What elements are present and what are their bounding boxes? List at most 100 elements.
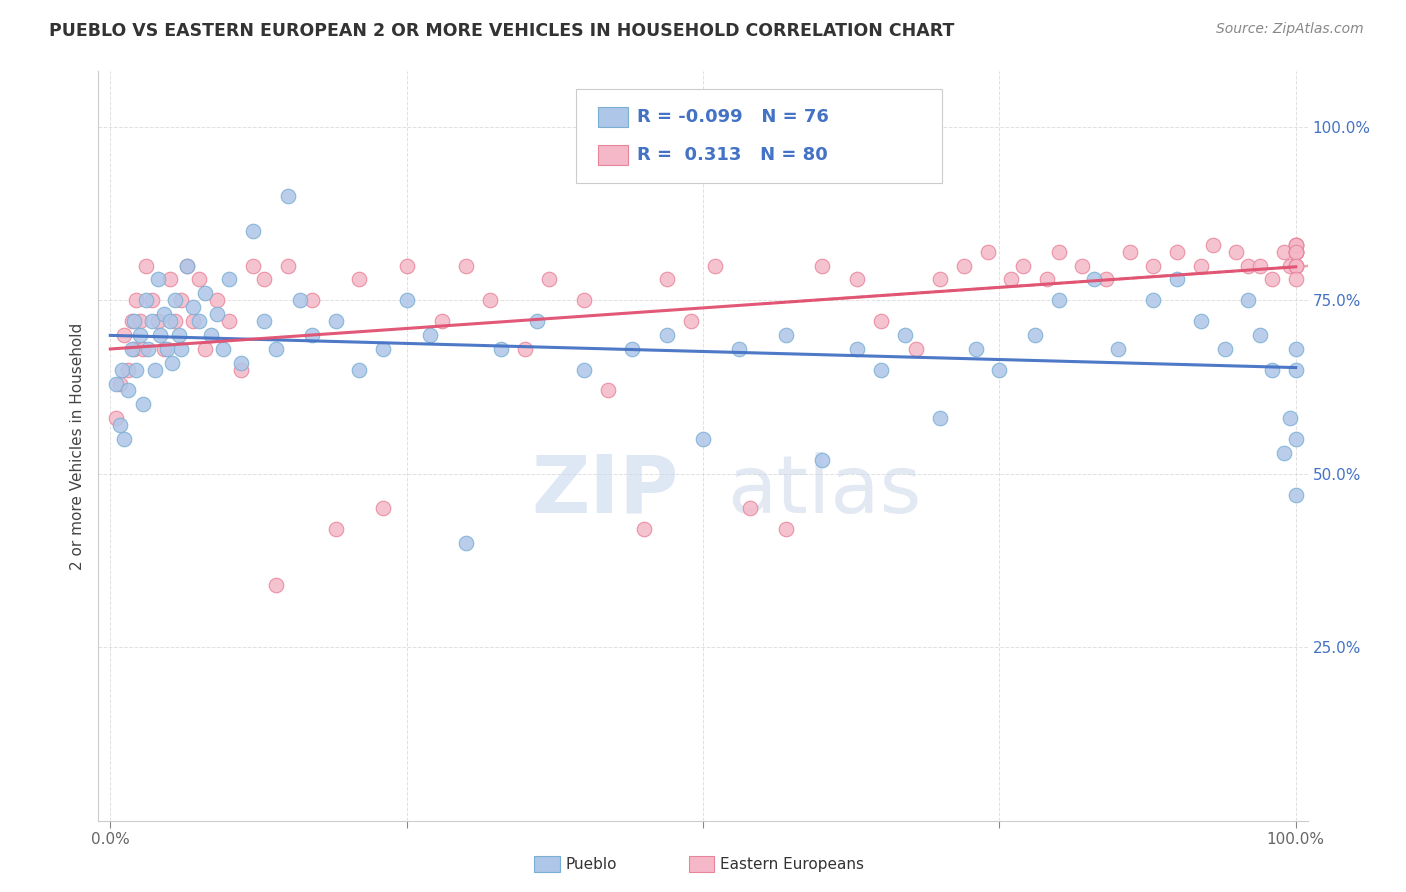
Point (965, 342, 987, 356)
Point (218, 272, 240, 286)
Point (740, 501, 762, 516)
Point (229, 362, 252, 376)
Point (205, 307, 228, 321)
Point (105, 411, 128, 425)
Point (1142, 293, 1164, 308)
Point (242, 259, 264, 273)
Point (432, 314, 454, 328)
Point (681, 314, 703, 328)
Point (253, 314, 276, 328)
Point (395, 259, 418, 273)
Point (141, 314, 163, 328)
Point (132, 342, 155, 356)
Point (1285, 237, 1308, 252)
Point (136, 342, 159, 356)
Point (371, 501, 394, 516)
Point (135, 293, 157, 308)
Point (1285, 342, 1308, 356)
Point (869, 314, 891, 328)
Point (122, 342, 145, 356)
Point (1071, 259, 1094, 273)
Point (1285, 244, 1308, 259)
Point (1189, 259, 1212, 273)
Point (846, 342, 869, 356)
Point (176, 259, 198, 273)
Point (1083, 272, 1105, 286)
Point (869, 362, 891, 376)
Point (121, 342, 143, 356)
Point (122, 314, 145, 328)
Point (478, 293, 501, 308)
Point (454, 536, 477, 550)
Point (574, 362, 596, 376)
Point (1261, 272, 1284, 286)
Point (395, 293, 418, 308)
Point (1285, 272, 1308, 286)
Point (181, 314, 204, 328)
Text: ZIP: ZIP (531, 452, 679, 530)
Point (1047, 244, 1070, 259)
Point (929, 411, 952, 425)
Point (1225, 244, 1247, 259)
Point (141, 293, 163, 308)
Point (1272, 446, 1295, 460)
Point (152, 342, 174, 356)
Point (188, 314, 211, 328)
Text: PUEBLO VS EASTERN EUROPEAN 2 OR MORE VEHICLES IN HOUSEHOLD CORRELATION CHART: PUEBLO VS EASTERN EUROPEAN 2 OR MORE VEH… (49, 22, 955, 40)
Point (1285, 259, 1308, 273)
Point (125, 362, 148, 376)
Point (170, 293, 193, 308)
Point (620, 342, 643, 356)
Point (1213, 342, 1236, 356)
Point (1285, 244, 1308, 259)
Point (1237, 293, 1260, 308)
Point (325, 314, 347, 328)
Point (775, 328, 797, 343)
Point (181, 300, 204, 314)
Point (264, 578, 287, 592)
Point (301, 293, 323, 308)
Point (703, 259, 725, 273)
Point (952, 259, 974, 273)
Point (1024, 328, 1046, 343)
Point (194, 342, 217, 356)
Point (1249, 259, 1271, 273)
Point (117, 384, 139, 398)
Point (1095, 272, 1118, 286)
Y-axis label: 2 or more Vehicles in Household: 2 or more Vehicles in Household (69, 322, 84, 570)
Point (1237, 259, 1260, 273)
Point (1285, 487, 1308, 501)
Point (143, 362, 166, 376)
Point (515, 342, 537, 356)
Point (1249, 328, 1271, 343)
Point (1047, 293, 1070, 308)
Point (1189, 314, 1212, 328)
Point (526, 314, 548, 328)
Point (301, 328, 323, 343)
Point (692, 432, 714, 446)
Point (264, 342, 287, 356)
Point (371, 342, 394, 356)
Point (159, 314, 181, 328)
Point (117, 362, 139, 376)
Point (1285, 259, 1308, 273)
Point (159, 272, 181, 286)
Point (167, 328, 190, 343)
Point (1285, 244, 1308, 259)
Point (212, 342, 235, 356)
Point (598, 384, 620, 398)
Point (491, 342, 513, 356)
Point (121, 314, 143, 328)
Point (1285, 362, 1308, 376)
Point (846, 272, 869, 286)
Point (574, 293, 596, 308)
Point (347, 272, 370, 286)
Point (1285, 432, 1308, 446)
Point (132, 397, 155, 411)
Point (454, 259, 477, 273)
Point (242, 224, 264, 238)
Point (152, 307, 174, 321)
Point (988, 362, 1011, 376)
Point (905, 342, 928, 356)
Text: atlas: atlas (727, 452, 921, 530)
